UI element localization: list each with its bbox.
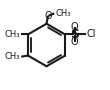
Text: O: O (71, 22, 79, 32)
Text: Cl: Cl (86, 29, 96, 39)
Text: CH₃: CH₃ (4, 30, 20, 39)
Text: CH₃: CH₃ (56, 9, 71, 18)
Text: O: O (71, 37, 79, 47)
Text: S: S (70, 28, 79, 41)
Text: CH₃: CH₃ (5, 52, 20, 61)
Text: O: O (44, 11, 52, 21)
